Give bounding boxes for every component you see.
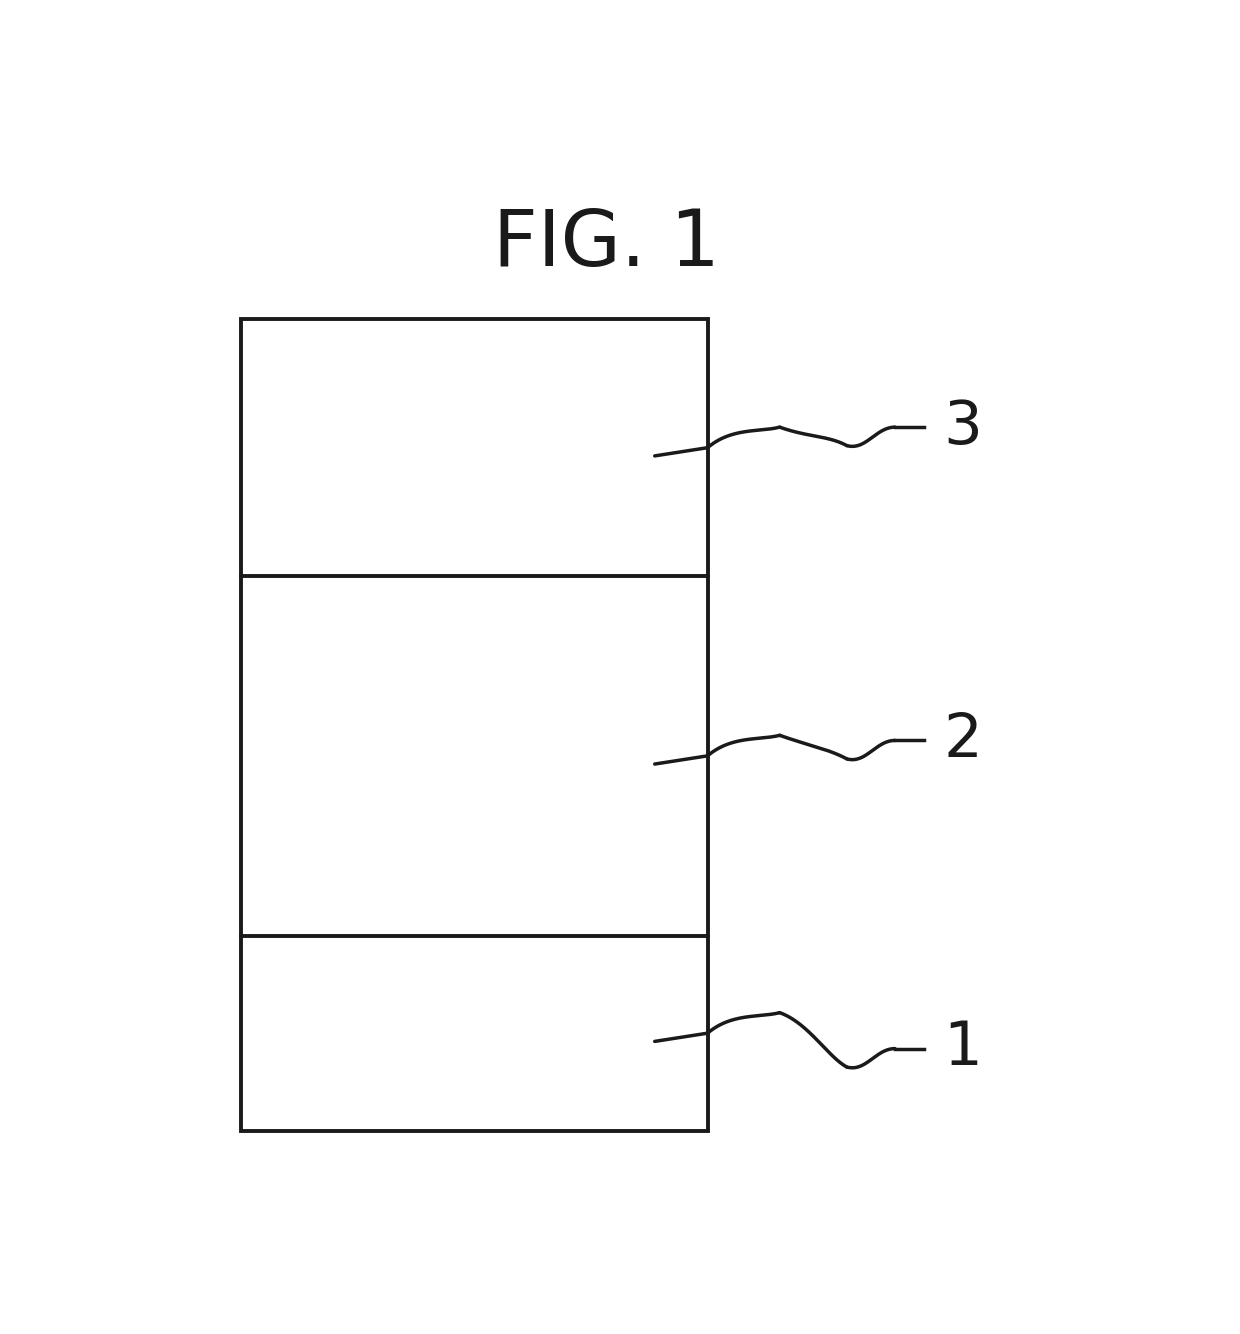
Text: 2: 2 xyxy=(942,711,982,770)
Text: FIG. 1: FIG. 1 xyxy=(494,207,720,283)
Bar xyxy=(242,319,708,1131)
Text: 1: 1 xyxy=(942,1019,982,1078)
Text: 3: 3 xyxy=(942,398,982,456)
